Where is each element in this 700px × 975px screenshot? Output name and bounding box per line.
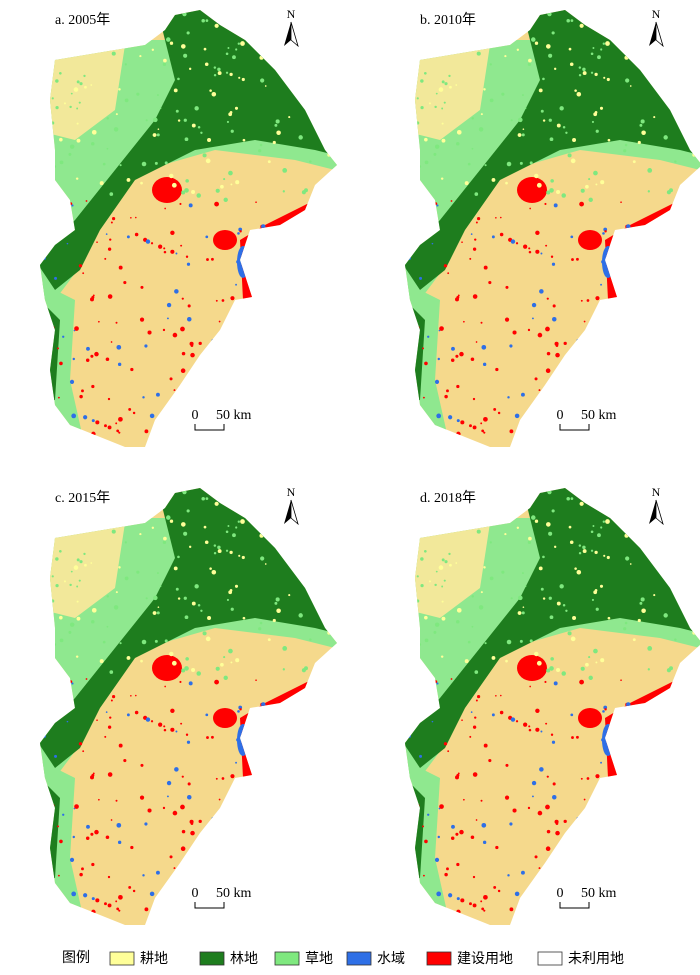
north-label: N xyxy=(652,485,661,499)
scale-unit: 50 km xyxy=(581,408,617,423)
north-arrow xyxy=(290,21,299,48)
legend-title: 图例 xyxy=(62,950,90,966)
north-label: N xyxy=(652,7,661,21)
legend-label: 林地 xyxy=(230,951,258,967)
legend-label: 耕地 xyxy=(140,950,168,967)
north-arrow xyxy=(284,22,291,46)
land-use-map xyxy=(380,0,700,460)
land-use-map xyxy=(15,478,355,938)
legend-swatch xyxy=(537,951,563,966)
north-label: N xyxy=(287,7,296,21)
legend: 图例 耕地 林地 草地 水域 建设用地 未利用地 xyxy=(62,950,624,967)
legend-swatch xyxy=(426,951,452,966)
north-arrow xyxy=(655,21,664,48)
scale-zero: 0 xyxy=(192,408,199,423)
legend-swatch xyxy=(199,951,225,966)
panel-label: d. 2018年 xyxy=(420,490,476,506)
legend-label: 草地 xyxy=(305,951,333,967)
scale-bar xyxy=(559,424,590,431)
legend-swatch xyxy=(346,951,372,966)
north-arrow xyxy=(649,500,656,524)
scale-bar xyxy=(559,902,590,909)
north-arrow xyxy=(655,499,664,526)
legend-label: 未利用地 xyxy=(568,951,624,967)
panel-label: b. 2010年 xyxy=(420,12,476,28)
land-use-map xyxy=(380,478,700,938)
scale-zero: 0 xyxy=(557,408,564,423)
legend-label: 水域 xyxy=(377,951,405,967)
scale-bar xyxy=(194,902,225,909)
legend-swatch xyxy=(274,951,300,966)
panel-label: a. 2005年 xyxy=(55,12,110,28)
scale-unit: 50 km xyxy=(216,408,252,423)
scale-unit: 50 km xyxy=(216,886,252,901)
map-panel: d. 2018年 N 0 50 km xyxy=(380,478,700,938)
scale-unit: 50 km xyxy=(581,886,617,901)
north-arrow xyxy=(649,22,656,46)
panel-label: c. 2015年 xyxy=(55,490,110,506)
map-panel: a. 2005年 N 0 50 km xyxy=(15,0,355,460)
scale-zero: 0 xyxy=(192,886,199,901)
scale-bar xyxy=(194,424,225,431)
legend-label: 建设用地 xyxy=(457,951,513,967)
north-arrow xyxy=(290,499,299,526)
north-arrow xyxy=(284,500,291,524)
north-label: N xyxy=(287,485,296,499)
legend-swatch xyxy=(109,951,135,966)
panels: a. 2005年 N 0 50 km b. 2010年 N 0 50 km c. 2015年 N 0… xyxy=(15,0,700,938)
map-panel: b. 2010年 N 0 50 km xyxy=(380,0,700,460)
scale-zero: 0 xyxy=(557,886,564,901)
map-panel: c. 2015年 N 0 50 km xyxy=(15,478,355,938)
land-use-map xyxy=(15,0,355,460)
